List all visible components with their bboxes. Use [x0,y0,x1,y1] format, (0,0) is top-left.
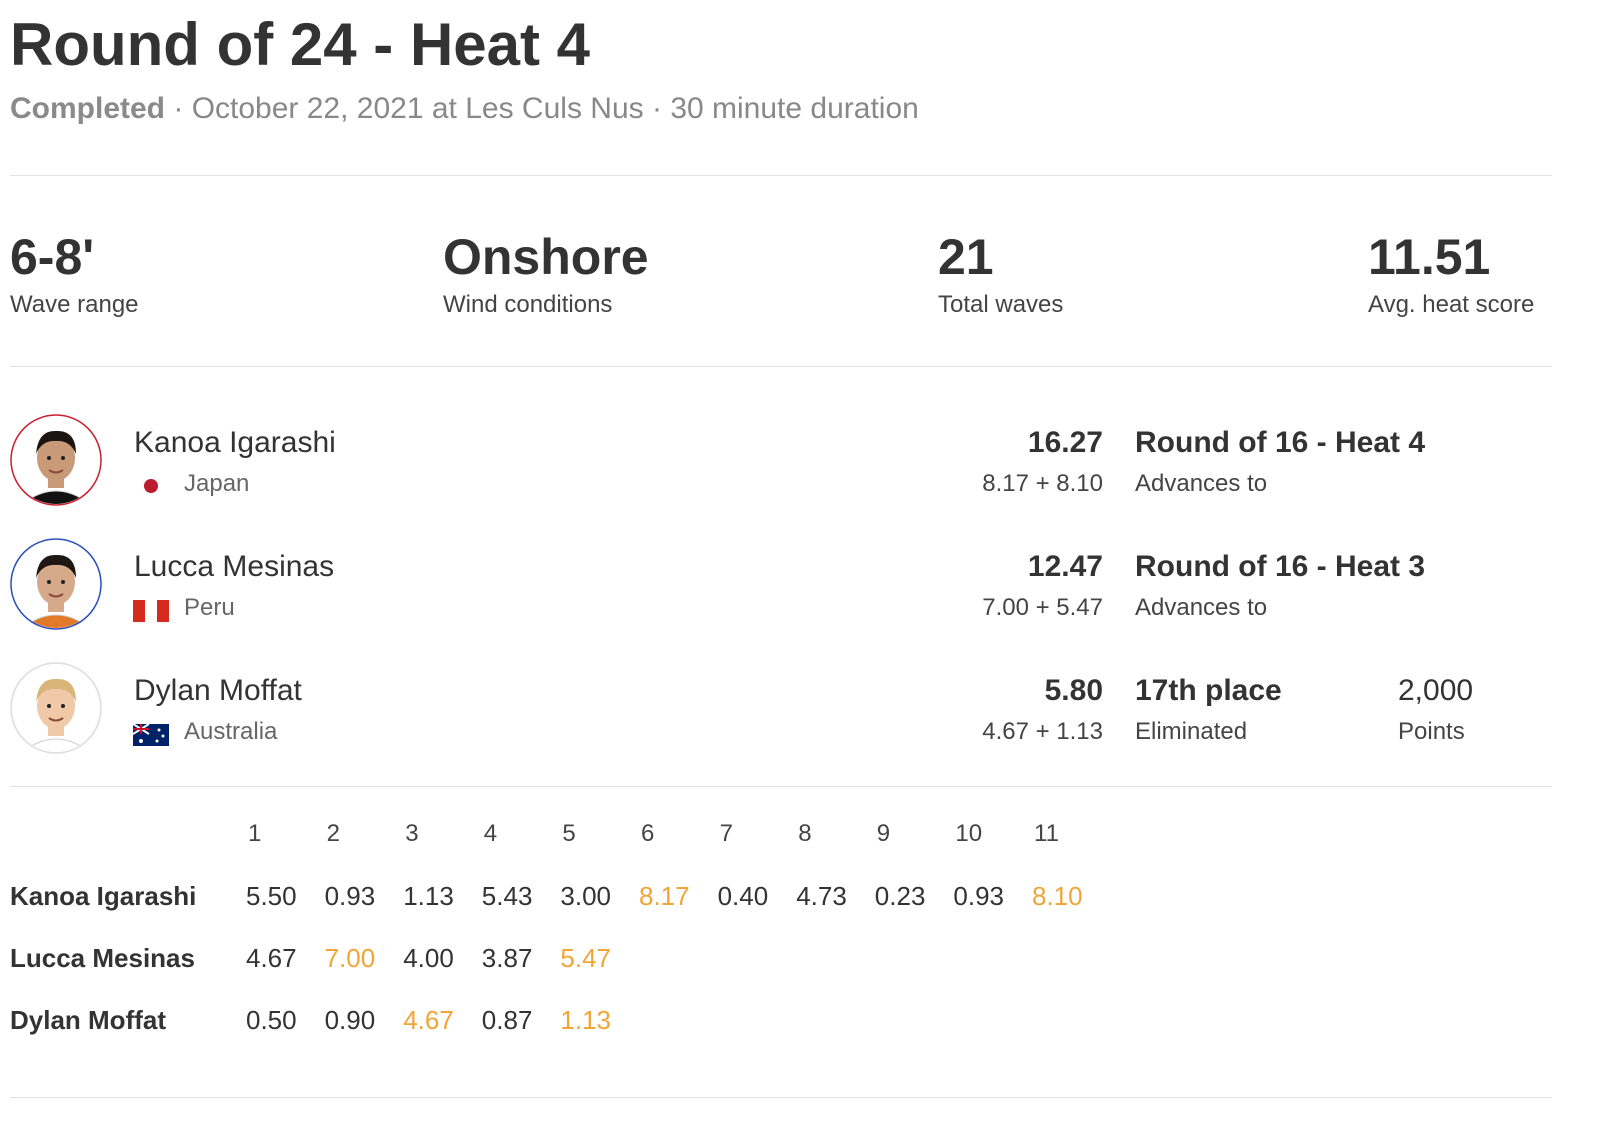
flag [133,474,169,505]
heat-total: 12.47 [1027,550,1103,583]
wave-score: 0.93 [324,881,376,911]
points-label: Points [1398,718,1465,745]
wave-score: 1.13 [560,1005,611,1035]
stat-label: Total waves [938,291,1064,318]
avatar [10,414,102,511]
flag-icon [132,723,169,746]
result-label: Advances to [1135,470,1268,497]
duration: 30 minute duration [670,92,919,125]
athlete-country: Peru [184,594,235,621]
wave-number: 1 [248,820,262,847]
stat-label: Avg. heat score [1368,291,1535,318]
divider [10,175,1552,176]
wave-score: 0.23 [874,881,926,911]
athlete-name: Dylan Moffat [134,674,302,707]
avatar [10,538,102,635]
heat-title: Round of 24 - Heat 4 [10,11,591,78]
flag [132,722,169,753]
stat-label: Wind conditions [443,291,613,318]
avatar [10,662,102,759]
stat-label: Wave range [10,291,139,318]
athlete-name: Kanoa Igarashi [10,881,197,911]
avatar-image [10,538,102,630]
wave-score: 0.90 [324,1005,376,1035]
result: 17th place [1135,674,1282,707]
wave-number: 7 [719,820,733,847]
heat-subtitle: Completed · October 22, 2021 at Les Culs… [10,92,919,126]
wave-score: 4.00 [403,943,454,973]
wave-number: 6 [641,820,655,847]
avatar-image [10,414,102,506]
stat-value: 21 [938,229,994,285]
heat-total: 5.80 [1044,674,1103,707]
athlete-name: Dylan Moffat [10,1005,166,1035]
wave-number: 5 [562,820,576,847]
separator: · [173,92,184,125]
divider [10,366,1552,367]
wave-score: 8.17 [639,881,690,911]
avatar-image [10,662,102,754]
wave-score: 5.50 [246,881,297,911]
wave-score: 3.87 [481,943,533,973]
result-label: Eliminated [1135,718,1248,745]
wave-score: 4.73 [796,881,847,911]
athlete-country: Australia [184,718,278,745]
score-breakdown: 8.17 + 8.10 [982,470,1103,497]
wave-score: 1.13 [403,881,454,911]
wave-number: 8 [798,820,812,847]
wave-number: 4 [483,820,498,847]
wave-number: 11 [1034,820,1059,847]
result: Round of 16 - Heat 3 [1135,550,1426,583]
wave-score: 3.00 [560,881,611,911]
wave-score: 0.50 [246,1005,297,1035]
wave-score: 0.87 [481,1005,533,1035]
wave-number: 10 [955,820,983,847]
flag-icon [133,600,169,622]
stat-value: 11.51 [1368,229,1491,285]
athlete-country: Japan [184,470,250,497]
wave-score: 7.00 [324,943,376,973]
stat-value: 6-8' [10,229,95,285]
result-label: Advances to [1135,594,1268,621]
divider [10,786,1552,787]
athlete-name: Lucca Mesinas [134,550,335,583]
score-breakdown: 4.67 + 1.13 [982,718,1103,745]
wave-number: 3 [405,820,419,847]
wave-score: 4.67 [403,1005,454,1035]
score-breakdown: 7.00 + 5.47 [982,594,1103,621]
date-location: October 22, 2021 at Les Culs Nus [191,92,644,125]
wave-number: 2 [326,820,340,847]
athlete-name: Kanoa Igarashi [134,426,336,459]
wave-score: 8.10 [1032,881,1083,911]
wave-score: 5.47 [560,943,611,973]
flag-icon [144,479,158,493]
athlete-name: Lucca Mesinas [10,943,195,973]
wave-number: 9 [876,820,891,847]
flag [133,598,169,629]
heat-total: 16.27 [1027,426,1103,459]
wave-score: 0.40 [717,881,769,911]
separator: · [651,92,662,125]
wave-score: 4.67 [246,943,297,973]
wave-score: 5.43 [481,881,533,911]
divider [10,1097,1552,1098]
points: 2,000 [1398,674,1474,707]
result: Round of 16 - Heat 4 [1135,426,1426,459]
wave-score: 0.93 [953,881,1004,911]
stat-value: Onshore [443,229,649,285]
status: Completed [10,92,166,125]
